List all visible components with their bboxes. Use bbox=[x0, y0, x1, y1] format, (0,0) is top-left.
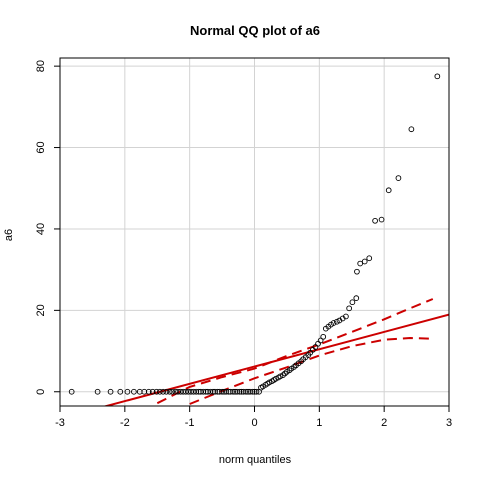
x-axis-title: norm quantiles bbox=[219, 454, 292, 466]
qq-reference-line bbox=[102, 313, 449, 406]
data-point bbox=[131, 388, 137, 395]
data-point bbox=[317, 337, 324, 344]
x-tick-label: -3 bbox=[55, 417, 65, 429]
data-point bbox=[434, 73, 441, 80]
data-point bbox=[169, 388, 176, 395]
data-point bbox=[149, 388, 156, 395]
data-point bbox=[163, 388, 170, 395]
data-point bbox=[124, 388, 131, 395]
data-point bbox=[349, 299, 356, 306]
data-point bbox=[346, 305, 353, 312]
data-point bbox=[166, 388, 173, 395]
data-point bbox=[378, 216, 385, 223]
y-tick-label: 40 bbox=[35, 223, 47, 235]
x-tick-label: 0 bbox=[251, 417, 257, 429]
data-point bbox=[68, 388, 75, 395]
data-point bbox=[219, 388, 225, 395]
y-tick-label: 0 bbox=[35, 389, 47, 395]
data-point bbox=[117, 388, 124, 395]
y-tick-label: 60 bbox=[35, 141, 47, 153]
grid bbox=[59, 58, 450, 406]
data-point bbox=[361, 258, 368, 265]
y-axis-title: a6 bbox=[3, 229, 15, 241]
y-axis: 0 20 40 60 80 bbox=[35, 60, 60, 395]
data-point bbox=[107, 388, 114, 395]
x-tick-label: -1 bbox=[185, 417, 195, 429]
data-point bbox=[153, 388, 160, 395]
data-point bbox=[156, 388, 163, 395]
data-point bbox=[357, 260, 364, 267]
data-point bbox=[249, 388, 256, 395]
data-point bbox=[354, 268, 360, 275]
data-point bbox=[385, 187, 392, 194]
x-axis: -3 -2 -1 0 1 2 3 bbox=[55, 406, 452, 429]
data-point bbox=[145, 388, 152, 395]
data-point bbox=[372, 217, 378, 224]
data-point bbox=[236, 388, 243, 395]
x-tick-label: 1 bbox=[316, 417, 322, 429]
confidence-envelope bbox=[156, 298, 434, 405]
x-tick-label: 3 bbox=[446, 417, 452, 429]
data-point bbox=[330, 320, 337, 326]
x-tick-label: -2 bbox=[120, 417, 130, 429]
data-point bbox=[366, 255, 373, 262]
x-tick-label: 2 bbox=[381, 417, 387, 429]
confidence-upper-line bbox=[156, 298, 434, 405]
data-point bbox=[320, 333, 327, 340]
data-point bbox=[230, 388, 236, 395]
y-tick-label: 80 bbox=[35, 60, 47, 72]
data-point bbox=[343, 313, 349, 320]
data-point bbox=[243, 388, 249, 395]
reference-line bbox=[102, 313, 449, 406]
data-point bbox=[160, 388, 166, 395]
data-points bbox=[68, 73, 441, 395]
data-point bbox=[353, 295, 360, 301]
y-tick-label: 20 bbox=[35, 304, 47, 316]
data-point bbox=[408, 126, 415, 133]
data-point bbox=[395, 175, 402, 181]
data-point bbox=[94, 388, 101, 395]
chart-title: Normal QQ plot of a6 bbox=[190, 23, 320, 38]
data-point bbox=[253, 388, 260, 395]
